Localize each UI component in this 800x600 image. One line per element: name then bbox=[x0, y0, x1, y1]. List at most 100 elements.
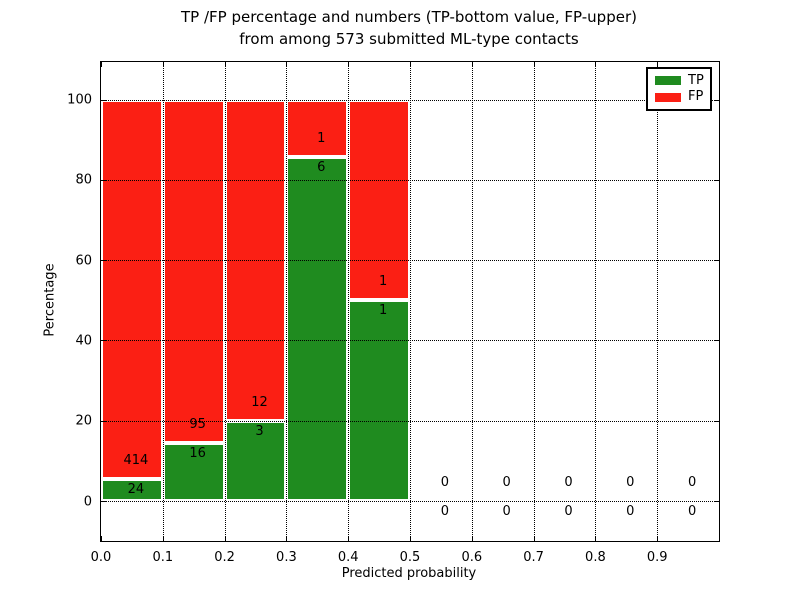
x-tick-label: 0.0 bbox=[90, 550, 112, 565]
fp-count-annotation: 0 bbox=[687, 475, 697, 490]
y-tick-left bbox=[101, 99, 106, 101]
tp-count-annotation: 0 bbox=[502, 504, 511, 519]
fp-count-annotation: 0 bbox=[440, 475, 450, 490]
x-gridline bbox=[224, 62, 226, 541]
x-gridline bbox=[533, 62, 535, 541]
chart-title-line2: from among 573 submitted ML-type contact… bbox=[239, 30, 579, 48]
x-tick-bottom bbox=[286, 536, 288, 541]
x-tick-bottom bbox=[533, 536, 535, 541]
legend: TP FP bbox=[646, 67, 712, 111]
fp-count-annotation: 95 bbox=[189, 417, 206, 433]
y-tick-right bbox=[714, 99, 719, 101]
tp-count-annotation: 16 bbox=[189, 446, 206, 462]
fp-bar-segment bbox=[348, 99, 410, 301]
x-axis-label: Predicted probability bbox=[341, 566, 477, 581]
x-tick-label: 0.3 bbox=[276, 550, 297, 565]
x-gridline bbox=[348, 62, 350, 541]
y-tick-right bbox=[714, 260, 719, 262]
x-tick-top bbox=[101, 62, 102, 67]
tp-count-annotation: 0 bbox=[687, 504, 697, 519]
x-tick-bottom bbox=[101, 536, 102, 541]
legend-label-tp: TP bbox=[688, 72, 704, 88]
y-tick-left bbox=[101, 340, 106, 342]
fp-count-annotation: 1 bbox=[378, 274, 388, 290]
fp-bar-segment bbox=[286, 99, 349, 157]
x-tick-bottom bbox=[410, 536, 411, 541]
chart-title-line1: TP /FP percentage and numbers (TP-bottom… bbox=[181, 8, 637, 26]
tp-bar-segment bbox=[348, 300, 410, 501]
tp-count-annotation: 0 bbox=[440, 504, 450, 519]
legend-entry-fp: FP bbox=[648, 90, 710, 104]
fp-count-annotation: 0 bbox=[502, 475, 511, 490]
x-tick-top bbox=[595, 62, 597, 67]
x-tick-top bbox=[162, 62, 164, 67]
fp-count-annotation: 0 bbox=[564, 475, 573, 490]
x-tick-label: 0.7 bbox=[523, 550, 544, 565]
x-gridline bbox=[657, 62, 659, 541]
x-tick-top bbox=[286, 62, 288, 67]
y-tick-label: 0 bbox=[83, 494, 92, 509]
fp-count-annotation: 12 bbox=[251, 394, 268, 410]
fp-bar-segment bbox=[101, 99, 163, 479]
x-tick-top bbox=[471, 62, 473, 67]
x-tick-label: 0.6 bbox=[461, 550, 483, 565]
tp-count-annotation: 6 bbox=[317, 159, 326, 175]
y-tick-right bbox=[714, 420, 719, 422]
y-axis-label: Percentage bbox=[42, 263, 58, 337]
x-gridline bbox=[471, 62, 473, 541]
x-tick-label: 0.8 bbox=[585, 550, 606, 565]
x-tick-bottom bbox=[348, 536, 350, 541]
y-tick-label: 20 bbox=[75, 413, 92, 429]
y-tick-left bbox=[101, 501, 106, 502]
x-tick-bottom bbox=[224, 536, 226, 541]
x-tick-top bbox=[657, 62, 659, 67]
y-tick-left bbox=[101, 420, 106, 422]
tp-color-swatch bbox=[655, 76, 681, 86]
y-tick-left bbox=[101, 260, 106, 262]
x-tick-label: 0.9 bbox=[646, 550, 668, 565]
fp-count-annotation: 1 bbox=[317, 130, 326, 146]
fp-count-annotation: 414 bbox=[123, 452, 149, 468]
y-tick-left bbox=[101, 179, 106, 181]
x-tick-bottom bbox=[162, 536, 164, 541]
fp-color-swatch bbox=[655, 92, 681, 102]
tp-bar-segment bbox=[224, 420, 287, 501]
x-tick-top bbox=[348, 62, 350, 67]
x-tick-bottom bbox=[657, 536, 659, 541]
x-tick-label: 0.1 bbox=[152, 550, 174, 565]
x-tick-top bbox=[410, 62, 411, 67]
tp-count-annotation: 1 bbox=[378, 303, 388, 319]
tp-count-annotation: 3 bbox=[255, 423, 264, 439]
x-tick-top bbox=[533, 62, 535, 67]
x-tick-label: 0.5 bbox=[399, 550, 421, 565]
x-gridline bbox=[286, 62, 288, 541]
x-tick-bottom bbox=[595, 536, 597, 541]
tp-bar-segment bbox=[286, 156, 349, 501]
tp-count-annotation: 0 bbox=[564, 504, 573, 519]
y-tick-right bbox=[714, 501, 719, 502]
y-tick-label: 60 bbox=[75, 253, 92, 269]
x-tick-label: 0.2 bbox=[214, 550, 235, 565]
y-tick-label: 100 bbox=[67, 92, 92, 108]
x-gridline bbox=[410, 62, 411, 541]
y-tick-right bbox=[714, 340, 719, 342]
y-tick-label: 80 bbox=[75, 172, 92, 188]
legend-entry-tp: TP bbox=[648, 72, 710, 88]
tp-count-annotation: 24 bbox=[127, 481, 145, 497]
x-gridline bbox=[162, 62, 164, 541]
tp-bar-segment bbox=[162, 443, 225, 501]
plot-area: 0 20 40 60 80 100 0.0 0.1 0.2 0.3 0.4 0.5 0.6 0.7 0.8 0… bbox=[67, 61, 720, 564]
chart-title: TP /FP percentage and numbers (TP-bottom… bbox=[18, 6, 800, 50]
legend-label-fp: FP bbox=[688, 89, 704, 105]
fp-bar-segment bbox=[162, 99, 225, 444]
x-gridline bbox=[595, 62, 597, 541]
fp-count-annotation: 0 bbox=[626, 475, 635, 490]
x-tick-bottom bbox=[471, 536, 473, 541]
x-tick-label: 0.4 bbox=[337, 550, 359, 565]
tp-bar-segment bbox=[101, 478, 163, 501]
y-tick-label: 40 bbox=[75, 333, 92, 349]
tp-count-annotation: 0 bbox=[626, 504, 635, 519]
y-tick-right bbox=[714, 179, 719, 181]
x-tick-top bbox=[224, 62, 226, 67]
